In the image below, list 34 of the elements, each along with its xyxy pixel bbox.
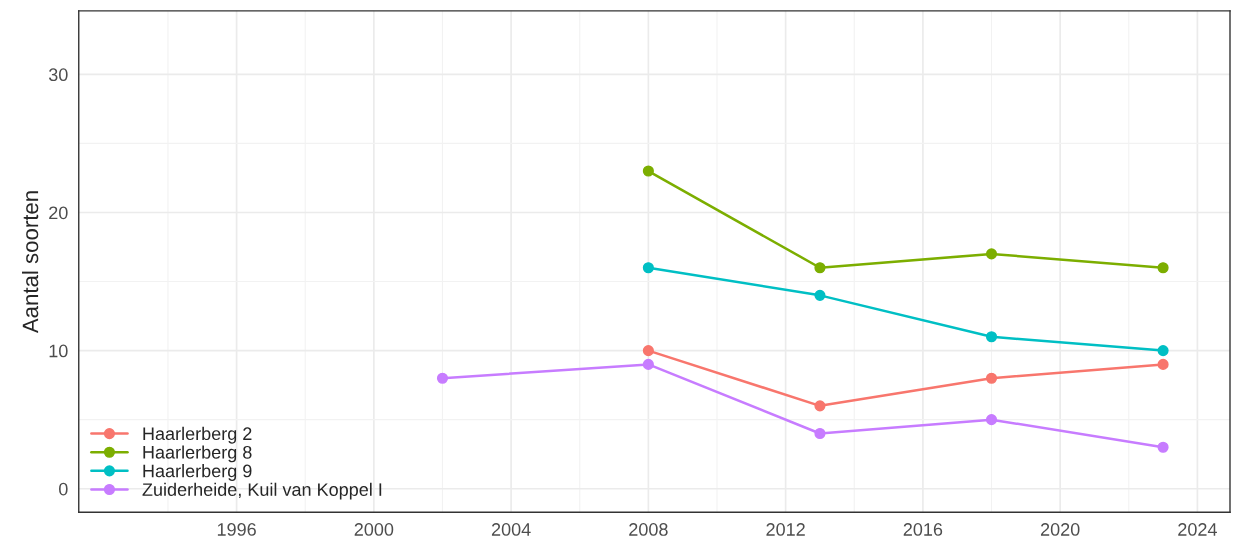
point: [814, 400, 826, 412]
point: [814, 262, 826, 274]
point: [985, 414, 998, 426]
y-tick-label: 10: [49, 344, 68, 358]
y-tick-label: 20: [49, 206, 68, 220]
point: [814, 427, 826, 440]
y-axis-title: Aantal soorten: [21, 191, 39, 334]
x-tick-label: 2024: [1178, 523, 1217, 536]
x-tick-label: 2004: [491, 523, 531, 536]
x-tick-label: 2008: [629, 523, 668, 536]
point: [642, 165, 654, 177]
point: [1157, 345, 1169, 357]
x-tick-label: 2020: [1040, 523, 1080, 536]
legend-label: Haarlerberg 9: [143, 464, 252, 481]
point: [985, 331, 998, 343]
x-tick-label: 1996: [217, 523, 256, 536]
point: [814, 289, 826, 301]
point: [1157, 441, 1169, 453]
point: [436, 372, 449, 384]
y-tick-label: 0: [59, 482, 68, 496]
point: [642, 345, 654, 357]
legend-label: Zuiderheide, Kuil van Koppel I: [142, 482, 382, 500]
point: [1157, 262, 1169, 274]
point: [985, 372, 998, 384]
point: [985, 248, 998, 260]
x-tick-label: 2000: [354, 523, 394, 536]
x-tick-label: 2016: [903, 523, 943, 536]
point: [642, 262, 654, 274]
x-tick-label: 2012: [766, 523, 805, 536]
point: [642, 358, 654, 370]
legend-label: Haarlerberg 8: [143, 445, 252, 463]
legend-label: Haarlerberg 2: [143, 426, 252, 444]
point: [1157, 358, 1169, 370]
y-tick-label: 30: [48, 68, 68, 82]
